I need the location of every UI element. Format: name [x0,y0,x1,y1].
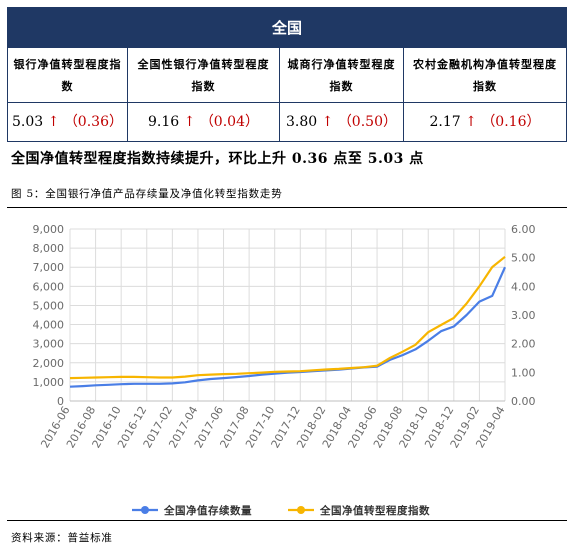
column-header: 农村金融机构净值转型程度指数 [413,58,557,93]
table-cell: 9.16 ↑ （0.04） [128,103,280,141]
y-right-tick-label: 5.00 [511,252,536,265]
index-change: （0.50） [337,114,397,130]
up-arrow-icon: ↑ [47,114,60,130]
y-right-tick-label: 4.00 [511,280,536,293]
y-left-tick-label: 7,000 [33,261,65,274]
legend-marker [141,506,149,514]
column-header: 城商行净值转型程度指数 [280,48,404,102]
y-left-tick-label: 4,000 [33,319,65,332]
y-left-tick-label: 1,000 [33,376,65,389]
y-left-tick-label: 6,000 [33,280,65,293]
index-change: （0.16） [481,114,541,130]
y-right-tick-label: 6.00 [511,223,536,236]
series-line-index [69,255,506,380]
table-value-row: 5.03 ↑ （0.36） 9.16 ↑ （0.04） 3.80 ↑ （0.50… [8,103,566,141]
line-chart: 0 1,000 2,000 3,000 4,000 5,000 6,000 7,000 8,00… [33,223,536,517]
y-left-tick-label: 5,000 [33,299,65,312]
headline: 全国净值转型程度指数持续提升，环比上升 0.36 点至 5.03 点 [11,151,424,167]
table-cell: 5.03 ↑ （0.36） [8,103,128,141]
table-cell: 3.80 ↑ （0.50） [280,103,404,141]
y-left-tick-label: 8,000 [33,242,65,255]
up-arrow-icon: ↑ [465,114,477,130]
column-header: 全国性银行净值转型程度指数 [128,48,280,102]
y-right-tick-label: 3.00 [511,309,536,322]
y-left-tick-label: 0 [57,395,64,408]
summary-table: 全国 银行净值转型程度指数 全国性银行净值转型程度指数 城商行净值转型程度指数 … [7,7,567,142]
source-note: 资料来源：普益标准 [11,532,113,544]
index-change: （0.04） [199,114,259,130]
table-title: 全国 [8,8,566,48]
column-header: 银行净值转型程度指数 [8,48,128,102]
y-right-tick-label: 2.00 [511,338,536,351]
table-cell: 2.17 ↑ （0.16） [404,103,566,141]
y-left-tick-label: 3,000 [33,338,65,351]
y-right-tick-label: 0.00 [511,395,536,408]
index-change: （0.36） [63,114,123,130]
series-line-count [69,266,507,388]
legend-label: 全国净值存续数量 [163,504,252,517]
table-header-row: 银行净值转型程度指数 全国性银行净值转型程度指数 城商行净值转型程度指数 农村金… [8,48,566,103]
legend-marker [297,506,305,514]
index-value: 5.03 [12,114,44,130]
y-left-tick-label: 2,000 [33,357,65,370]
figure-caption: 图 5：全国银行净值产品存续量及净值化转型指数走势 [11,188,283,200]
index-value: 9.16 [148,114,180,130]
up-arrow-icon: ↑ [321,114,334,130]
index-value: 3.80 [286,114,318,130]
divider [7,520,567,521]
y-left-tick-label: 9,000 [33,223,65,236]
divider [7,207,567,208]
legend-label: 全国净值转型程度指数 [319,504,430,517]
up-arrow-icon: ↑ [183,114,196,130]
index-value: 2.17 [429,114,461,130]
y-right-tick-label: 1.00 [511,366,536,379]
